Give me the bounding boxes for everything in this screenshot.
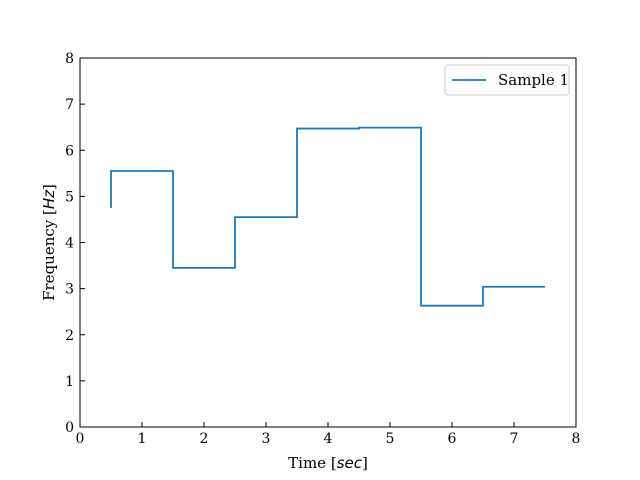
- x-tick-label: 6: [448, 431, 457, 447]
- x-tick-label: 5: [386, 431, 395, 447]
- legend: Sample 1: [444, 64, 570, 96]
- plot-area: [79, 57, 577, 428]
- x-tick-label: 3: [262, 431, 271, 447]
- x-tick-label: 4: [324, 431, 333, 447]
- y-tick-label: 2: [65, 328, 74, 344]
- y-tick-label: 0: [65, 420, 74, 436]
- y-tick-label: 1: [65, 374, 74, 390]
- y-tick-label: 5: [65, 189, 74, 205]
- x-axis: 0 1 2 3 4 5 6 7 8: [76, 422, 581, 447]
- y-axis-title: Frequency [Hz]: [40, 184, 58, 301]
- x-tick-label: 1: [138, 431, 147, 447]
- x-tick-label: 7: [510, 431, 519, 447]
- legend-box: [444, 64, 570, 96]
- x-tick-label: 0: [76, 431, 85, 447]
- y-tick-label: 4: [65, 236, 74, 252]
- y-tick-label: 6: [65, 143, 74, 159]
- x-tick-label: 2: [200, 431, 209, 447]
- x-tick-label: 8: [572, 431, 581, 447]
- legend-label: Sample 1: [498, 71, 569, 89]
- x-axis-title: Time [sec]: [288, 454, 368, 472]
- axes-frame: [79, 57, 577, 428]
- series-line-0: [110, 126, 545, 307]
- y-tick-label: 3: [65, 282, 74, 298]
- y-tick-label: 7: [65, 97, 74, 113]
- series-layer: [110, 126, 545, 307]
- y-axis: 0 1 2 3 4 5 6 7 8: [65, 51, 85, 436]
- y-tick-label: 8: [65, 51, 74, 67]
